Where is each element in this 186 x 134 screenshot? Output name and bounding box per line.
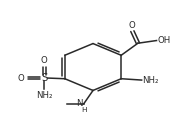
- Text: O: O: [17, 74, 24, 83]
- Text: NH₂: NH₂: [143, 76, 159, 85]
- Text: H: H: [81, 107, 87, 113]
- Text: O: O: [128, 21, 135, 30]
- Text: NH₂: NH₂: [36, 91, 53, 100]
- Text: S: S: [41, 73, 47, 83]
- Text: OH: OH: [158, 36, 171, 45]
- Text: N: N: [76, 99, 83, 108]
- Text: O: O: [41, 56, 48, 65]
